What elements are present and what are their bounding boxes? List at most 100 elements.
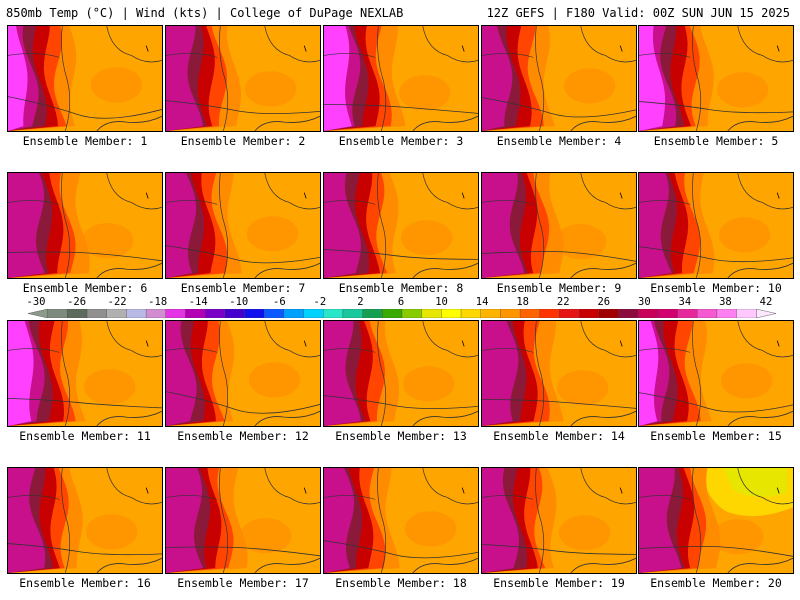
colorbar-segment <box>126 309 147 318</box>
colorbar-segment <box>500 309 521 318</box>
colorbar-segment <box>205 309 225 318</box>
map-title: 850mb Temp (°C) | Wind (kts) | College o… <box>6 6 404 20</box>
colorbar-segment <box>224 309 245 318</box>
ensemble-member-label: Ensemble Member: 1 <box>22 134 148 148</box>
colorbar-tick-label: 22 <box>556 296 570 308</box>
colorbar-segment <box>716 309 737 318</box>
ensemble-panel-7 <box>165 172 321 279</box>
colorbar-segment <box>480 309 501 318</box>
ensemble-member-label: Ensemble Member: 3 <box>338 134 464 148</box>
model-run-info: 12Z GEFS | F180 Valid: 00Z SUN JUN 15 20… <box>486 6 790 20</box>
ensemble-member-label: Ensemble Member: 20 <box>650 576 782 590</box>
ensemble-panel-11 <box>7 320 163 427</box>
colorbar-segment <box>244 309 265 318</box>
ensemble-member-label: Ensemble Member: 17 <box>177 576 309 590</box>
colorbar-segment <box>677 309 698 318</box>
colorbar-tick-label: 34 <box>678 296 692 308</box>
ensemble-member-label: Ensemble Member: 10 <box>650 281 782 295</box>
ensemble-panel-20 <box>638 467 794 574</box>
ensemble-member-label: Ensemble Member: 19 <box>493 576 625 590</box>
ensemble-member-label: Ensemble Member: 13 <box>335 429 467 443</box>
ensemble-member-label: Ensemble Member: 5 <box>653 134 779 148</box>
colorbar-segment <box>441 309 462 318</box>
colorbar-segment <box>401 309 422 318</box>
temperature-colorbar <box>28 309 776 318</box>
ensemble-panel-3 <box>323 25 479 132</box>
ensemble-member-label: Ensemble Member: 9 <box>496 281 622 295</box>
colorbar-tick-label: 42 <box>759 296 773 308</box>
ensemble-panel-8 <box>323 172 479 279</box>
colorbar-segment <box>362 309 383 318</box>
colorbar-segment <box>618 309 639 318</box>
ensemble-member-label: Ensemble Member: 8 <box>338 281 464 295</box>
colorbar-segment <box>736 309 757 318</box>
ensemble-member-label: Ensemble Member: 4 <box>496 134 622 148</box>
colorbar-tick-label: 26 <box>597 296 611 308</box>
ensemble-member-label: Ensemble Member: 14 <box>493 429 625 443</box>
ensemble-member-label: Ensemble Member: 7 <box>180 281 306 295</box>
colorbar-segment <box>323 309 344 318</box>
ensemble-member-label: Ensemble Member: 16 <box>19 576 151 590</box>
ensemble-panel-10 <box>638 172 794 279</box>
colorbar-tick-label: 6 <box>397 296 405 308</box>
ensemble-panel-15 <box>638 320 794 427</box>
colorbar-segment <box>598 309 619 318</box>
ensemble-panel-13 <box>323 320 479 427</box>
colorbar-tick-label: -18 <box>148 296 168 308</box>
ensemble-member-label: Ensemble Member: 18 <box>335 576 467 590</box>
colorbar-tick-label: -14 <box>188 296 208 308</box>
colorbar-segment <box>67 309 88 318</box>
colorbar-segment <box>28 309 48 318</box>
colorbar-segment <box>283 309 304 318</box>
colorbar-tick-label: 30 <box>638 296 651 308</box>
ensemble-panel-4 <box>481 25 637 132</box>
ensemble-member-label: Ensemble Member: 15 <box>650 429 782 443</box>
colorbar-tick-label: -10 <box>229 296 249 308</box>
colorbar-tick-label: 14 <box>475 296 489 308</box>
colorbar-segment <box>145 309 166 318</box>
colorbar-tick-label: 18 <box>516 296 529 308</box>
colorbar-labels: -30 -26 -22 -18 -14 -10 -6 -2 2 6 10 14 18 22 26 30 34 38… <box>0 296 800 308</box>
colorbar-segment <box>382 309 403 318</box>
colorbar-segment <box>86 309 107 318</box>
colorbar-segment <box>185 309 206 318</box>
ensemble-panel-1 <box>7 25 163 132</box>
colorbar-segment <box>697 309 718 318</box>
colorbar-tick-label: -22 <box>107 296 127 308</box>
ensemble-panel-12 <box>165 320 321 427</box>
ensemble-panel-5 <box>638 25 794 132</box>
colorbar-segment <box>106 309 127 318</box>
ensemble-panel-16 <box>7 467 163 574</box>
colorbar-segment <box>421 309 442 318</box>
colorbar-segment <box>460 309 481 318</box>
ensemble-panel-18 <box>323 467 479 574</box>
colorbar-segment <box>165 309 186 318</box>
ensemble-member-label: Ensemble Member: 11 <box>19 429 151 443</box>
colorbar-segment <box>47 309 68 318</box>
ensemble-member-label: Ensemble Member: 6 <box>22 281 148 295</box>
colorbar-segment <box>559 309 580 318</box>
ensemble-panel-17 <box>165 467 321 574</box>
ensemble-member-label: Ensemble Member: 2 <box>180 134 306 148</box>
colorbar-tick-label: -26 <box>67 296 87 308</box>
colorbar-tick-label: -30 <box>26 296 46 308</box>
colorbar-tick-label: -6 <box>273 296 286 308</box>
ensemble-panel-9 <box>481 172 637 279</box>
colorbar-segment <box>638 309 659 318</box>
colorbar-segment <box>579 309 599 318</box>
ensemble-panel-14 <box>481 320 637 427</box>
ensemble-member-label: Ensemble Member: 12 <box>177 429 309 443</box>
colorbar-segment <box>756 309 776 318</box>
colorbar-segment <box>264 309 285 318</box>
colorbar-tick-label: 2 <box>357 296 364 308</box>
colorbar-tick-label: 10 <box>435 296 448 308</box>
colorbar-tick-label: -2 <box>313 296 327 308</box>
ensemble-panel-2 <box>165 25 321 132</box>
ensemble-panel-6 <box>7 172 163 279</box>
colorbar-tick-label: 38 <box>719 296 732 308</box>
colorbar-segment <box>657 309 678 318</box>
ensemble-panel-19 <box>481 467 637 574</box>
colorbar-segment <box>519 309 540 318</box>
colorbar-segment <box>303 309 324 318</box>
colorbar-segment <box>342 309 363 318</box>
